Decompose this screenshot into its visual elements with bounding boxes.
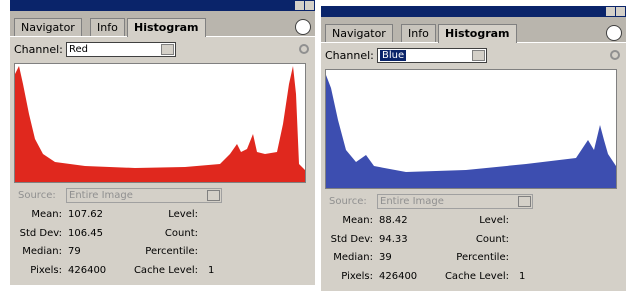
histogram-shape (15, 66, 305, 182)
tab[interactable]: Navigator (325, 24, 393, 42)
histogram-area (14, 63, 306, 183)
stat-label: Cache Level: (134, 265, 198, 276)
stat-label: Pixels: (341, 271, 373, 282)
minimize-button[interactable] (606, 7, 615, 16)
histogram (15, 64, 305, 182)
minimize-button[interactable] (295, 1, 304, 10)
stat-label: Mean: (31, 209, 62, 220)
title-bar (10, 0, 315, 11)
close-button[interactable] (616, 7, 625, 16)
dropdown-arrow (207, 190, 220, 201)
channel-select[interactable]: Blue (377, 48, 487, 63)
tab[interactable]: Navigator (14, 18, 82, 36)
refresh-icon[interactable] (610, 50, 620, 60)
channel-label: Channel: (325, 49, 374, 62)
dropdown-arrow (518, 196, 531, 207)
stat-label: Count: (165, 228, 198, 239)
channel-label: Channel: (14, 43, 63, 56)
source-label: Source: (329, 196, 367, 207)
source-select: Entire Image (377, 194, 533, 209)
tab[interactable]: Histogram (127, 18, 206, 37)
refresh-icon[interactable] (299, 44, 309, 54)
source-value: Entire Image (69, 190, 133, 201)
histogram (326, 70, 616, 188)
tab[interactable]: Info (401, 24, 436, 42)
source-value: Entire Image (380, 196, 444, 207)
stat-value: 79 (68, 246, 81, 257)
stat-value: 1 (208, 265, 214, 276)
stat-label: Percentile: (456, 252, 509, 263)
stat-value: 426400 (68, 265, 106, 276)
close-button[interactable] (305, 1, 314, 10)
stat-label: Percentile: (145, 246, 198, 257)
stat-value: 39 (379, 252, 392, 263)
stat-label: Level: (168, 209, 198, 220)
stat-label: Std Dev: (20, 228, 62, 239)
dropdown-arrow (161, 44, 174, 55)
channel-value: Red (69, 44, 88, 55)
stat-label: Median: (333, 252, 373, 263)
stat-label: Count: (476, 234, 509, 245)
source-select: Entire Image (66, 188, 222, 203)
histogram-area (325, 69, 617, 189)
source-label: Source: (18, 190, 56, 201)
stat-label: Cache Level: (445, 271, 509, 282)
stat-label: Mean: (342, 215, 373, 226)
title-bar (321, 6, 626, 17)
stat-value: 94.33 (379, 234, 408, 245)
stat-value: 1 (519, 271, 525, 282)
stat-value: 426400 (379, 271, 417, 282)
stat-value: 106.45 (68, 228, 103, 239)
stat-label: Median: (22, 246, 62, 257)
histogram-shape (326, 75, 616, 188)
tab[interactable]: Info (90, 18, 125, 36)
channel-value: Blue (380, 50, 406, 61)
tab[interactable]: Histogram (438, 24, 517, 43)
stat-label: Level: (479, 215, 509, 226)
dropdown-arrow (472, 50, 485, 61)
stat-label: Std Dev: (331, 234, 373, 245)
stat-value: 88.42 (379, 215, 408, 226)
stat-value: 107.62 (68, 209, 103, 220)
screenshot: (() => { const data = JSON.parse(documen… (0, 0, 629, 285)
menu-button[interactable] (606, 25, 622, 41)
stat-label: Pixels: (30, 265, 62, 276)
channel-select[interactable]: Red (66, 42, 176, 57)
menu-button[interactable] (295, 19, 311, 35)
